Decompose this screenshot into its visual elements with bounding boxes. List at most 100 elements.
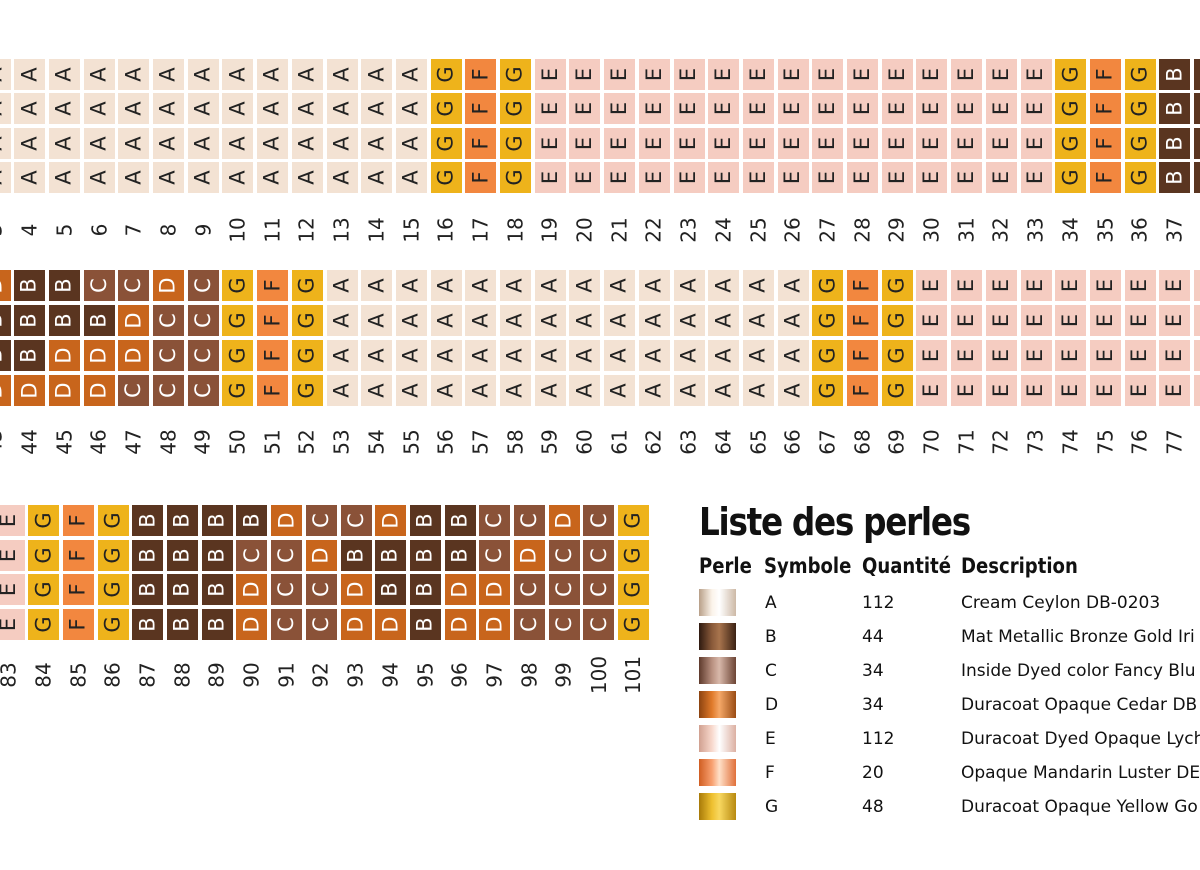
bead-cell: F — [257, 270, 289, 301]
legend-symbol: E — [765, 729, 776, 749]
bead-cell: A — [777, 340, 809, 371]
column-number: 60 — [572, 429, 597, 455]
bead-cell: E — [777, 59, 809, 90]
bead-cell: C — [548, 540, 580, 571]
bead-cell: A — [569, 270, 601, 301]
column-number: 4 — [17, 223, 42, 237]
bead-cell: G — [97, 574, 129, 605]
bead-cell: A — [361, 93, 393, 124]
bead-swatch — [699, 623, 736, 650]
column-number: 99 — [552, 662, 577, 688]
column-number: 63 — [676, 429, 701, 455]
bead-cell: C — [271, 574, 303, 605]
bead-cell: E — [847, 59, 878, 90]
bead-swatch — [699, 759, 736, 786]
bead-cell: A — [257, 93, 289, 124]
bead-cell: B — [409, 574, 441, 605]
bead-cell: A — [465, 340, 497, 371]
bead-cell: F — [847, 340, 878, 371]
bead-cell: D — [153, 270, 184, 301]
bead-cell: B — [1159, 93, 1191, 124]
bead-cell: E — [985, 128, 1017, 159]
bead-cell: E — [708, 93, 740, 124]
bead-cell: A — [777, 270, 809, 301]
bead-cell: A — [83, 59, 115, 90]
bead-cell: F — [62, 574, 94, 605]
bead-cell: A — [153, 59, 184, 90]
bead-cell: E — [534, 93, 566, 124]
bead-cell: A — [83, 93, 115, 124]
bead-cell: A — [83, 162, 115, 193]
bead-cell: A — [708, 305, 740, 336]
bead-cell: E — [673, 162, 705, 193]
column-number: 69 — [885, 429, 910, 455]
bead-cell: E — [1124, 270, 1156, 301]
bead-cell: G — [291, 270, 323, 301]
bead-cell: F — [62, 540, 94, 571]
bead-cell: A — [673, 270, 705, 301]
bead-cell: E — [1089, 375, 1121, 406]
bead-cell: D — [14, 375, 46, 406]
legend-symbol: G — [765, 797, 779, 817]
bead-cell: C — [153, 375, 184, 406]
bead-cell: A — [395, 375, 427, 406]
bead-cell: A — [465, 305, 497, 336]
bead-cell: E — [638, 128, 670, 159]
column-number: 30 — [919, 217, 944, 243]
bead-cell: F — [847, 305, 878, 336]
legend-quantity: 112 — [862, 729, 895, 749]
bead-cell: F — [257, 305, 289, 336]
bead-cell: E — [985, 340, 1017, 371]
bead-cell: E — [1020, 340, 1052, 371]
bead-cell: A — [326, 162, 358, 193]
bead-cell: E — [916, 270, 948, 301]
bead-cell: G — [881, 270, 913, 301]
bead-cell: B — [201, 574, 233, 605]
bead-cell: A — [187, 93, 219, 124]
bead-cell: E — [638, 93, 670, 124]
bead-cell: A — [83, 128, 115, 159]
bead-cell: C — [118, 270, 150, 301]
bead-cell: A — [187, 59, 219, 90]
bead-cell: A — [465, 270, 497, 301]
bead-cell: E — [673, 59, 705, 90]
bead-cell: E — [604, 59, 636, 90]
bead-cell: G — [97, 540, 129, 571]
column-number: 61 — [607, 429, 632, 455]
legend-description: Duracoat Dyed Opaque Lych — [961, 729, 1200, 749]
bead-cell: A — [500, 305, 531, 336]
bead-cell: B — [201, 505, 233, 536]
bead-cell: G — [28, 609, 60, 640]
bead-cell: E — [951, 93, 983, 124]
column-number: 94 — [378, 662, 403, 688]
bead-cell: A — [326, 59, 358, 90]
bead-cell: D — [118, 305, 150, 336]
bead-cell: A — [430, 375, 462, 406]
bead-cell: A — [14, 128, 46, 159]
bead-cell: F — [1089, 59, 1121, 90]
bead-cell: A — [638, 270, 670, 301]
bead-cell: E — [1020, 305, 1052, 336]
bead-cell: E — [1159, 340, 1191, 371]
bead-cell: E — [1020, 270, 1052, 301]
bead-cell: D — [340, 609, 372, 640]
bead-cell: B — [132, 574, 164, 605]
bead-cell: A — [14, 162, 46, 193]
bead-swatch — [699, 691, 736, 718]
bead-cell: A — [742, 270, 774, 301]
bead-cell: F — [62, 505, 94, 536]
bead-cell: A — [361, 375, 393, 406]
bead-cell: G — [28, 540, 60, 571]
bead-cell: G — [500, 93, 531, 124]
legend-symbol: D — [765, 695, 779, 715]
bead-cell: G — [1055, 59, 1087, 90]
bead-cell: E — [916, 340, 948, 371]
column-number: 19 — [538, 217, 563, 243]
bead-cell: C — [187, 305, 219, 336]
column-number: 31 — [954, 217, 979, 243]
bead-cell: A — [430, 305, 462, 336]
bead-cell: A — [430, 340, 462, 371]
bead-cell: E — [1194, 305, 1200, 336]
bead-cell: C — [583, 540, 615, 571]
